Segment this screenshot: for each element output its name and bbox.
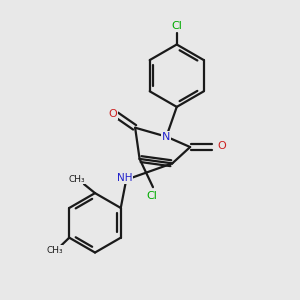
Text: N: N	[162, 132, 170, 142]
Text: O: O	[217, 140, 226, 151]
Text: NH: NH	[117, 173, 133, 183]
Text: Cl: Cl	[171, 21, 182, 31]
Text: CH₃: CH₃	[69, 175, 85, 184]
Text: CH₃: CH₃	[46, 246, 63, 255]
Text: O: O	[108, 109, 117, 119]
Text: Cl: Cl	[146, 191, 157, 201]
